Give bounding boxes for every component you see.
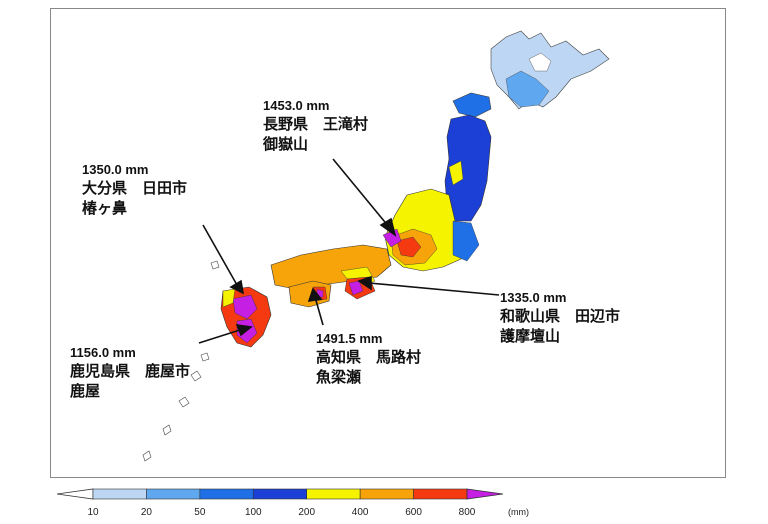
hokkaido <box>452 30 610 118</box>
callout-ontake: 1453.0 mm 長野県 王滝村 御嶽山 <box>263 97 368 155</box>
kinki-chugoku <box>270 244 392 300</box>
legend-tick-label: 10 <box>87 507 99 518</box>
legend-tick-label: 100 <box>244 507 262 518</box>
legend-color-bin <box>199 488 254 500</box>
legend-color-bin <box>146 488 201 500</box>
callout-prefecture: 和歌山県 田辺市 <box>500 307 621 325</box>
legend-tick-label: 20 <box>140 507 152 518</box>
legend-unit: (mm) <box>508 507 529 517</box>
legend-color-bin <box>413 488 468 500</box>
callout-amount: 1156.0 mm <box>70 345 136 360</box>
map-frame <box>50 8 726 478</box>
legend-tick-label: 400 <box>351 507 369 518</box>
legend-tick-label: 600 <box>405 507 422 518</box>
callout-arrows <box>198 158 500 344</box>
callout-gomadanzan: 1335.0 mm 和歌山県 田辺市 護摩壇山 <box>500 289 620 347</box>
tohoku <box>444 114 492 222</box>
callout-amount: 1335.0 mm <box>500 290 567 305</box>
callout-station: 御嶽山 <box>263 135 309 153</box>
callout-amount: 1350.0 mm <box>82 162 149 177</box>
legend-tick-label: 50 <box>194 507 206 518</box>
callout-station: 魚梁瀬 <box>316 368 362 386</box>
legend-color-bin <box>359 488 414 500</box>
callout-prefecture: 長野県 王滝村 <box>263 115 369 133</box>
chubu-kanto <box>382 188 480 272</box>
callout-prefecture: 高知県 馬路村 <box>316 348 422 366</box>
callout-prefecture: 鹿児島県 鹿屋市 <box>70 362 191 380</box>
kyushu <box>220 286 272 348</box>
legend-tick-label: 800 <box>458 507 476 518</box>
callout-tsubakigahana: 1350.0 mm 大分県 日田市 椿ヶ鼻 <box>82 161 187 219</box>
callout-amount: 1453.0 mm <box>263 98 330 113</box>
callout-prefecture: 大分県 日田市 <box>82 179 188 197</box>
callout-amount: 1491.5 mm <box>316 331 383 346</box>
legend-colorbar <box>56 488 504 500</box>
callout-yanase: 1491.5 mm 高知県 馬路村 魚梁瀬 <box>316 330 421 388</box>
callout-station: 護摩壇山 <box>500 327 561 345</box>
callout-station: 鹿屋 <box>70 382 101 400</box>
shikoku <box>288 280 332 308</box>
southern-islands <box>142 260 220 462</box>
callout-kanoya: 1156.0 mm 鹿児島県 鹿屋市 鹿屋 <box>70 344 190 402</box>
callout-station: 椿ヶ鼻 <box>82 199 128 217</box>
japan-precipitation-map <box>142 30 610 462</box>
legend-low-arrow <box>56 488 94 500</box>
legend-high-arrow <box>466 488 504 500</box>
legend-color-bin <box>306 488 361 500</box>
legend-color-bin <box>92 488 147 500</box>
legend-tick-label: 200 <box>298 507 316 518</box>
legend-color-bin <box>252 488 308 500</box>
